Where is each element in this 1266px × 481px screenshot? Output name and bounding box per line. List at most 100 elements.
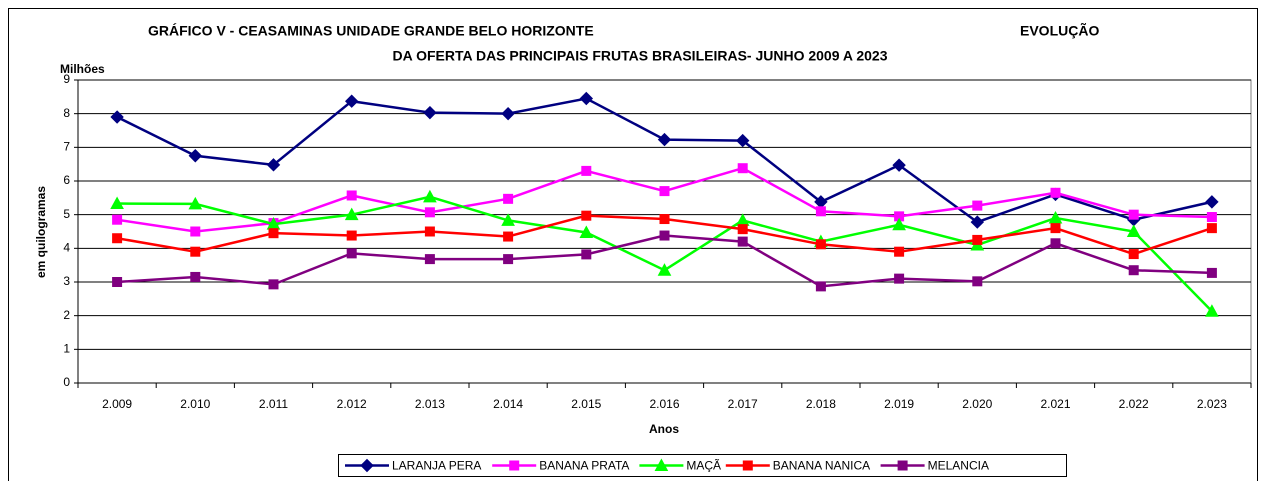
x-tick-label: 2.011	[259, 397, 288, 411]
legend-label: LARANJA PERA	[392, 459, 481, 473]
x-tick-label: 2.010	[180, 397, 210, 411]
legend-label: MAÇÃ	[686, 459, 721, 473]
marker	[268, 228, 279, 239]
marker	[897, 460, 908, 471]
marker	[503, 254, 514, 265]
legend-label: BANANA NANICA	[773, 459, 870, 473]
y-tick-label: 7	[63, 140, 70, 154]
y-tick-label: 6	[63, 173, 70, 187]
marker	[346, 190, 357, 201]
marker	[346, 230, 357, 241]
y-tick-label: 2	[63, 308, 70, 322]
marker	[735, 133, 750, 148]
x-tick-label: 2.013	[415, 397, 445, 411]
marker	[346, 248, 357, 259]
marker	[501, 213, 515, 226]
marker	[190, 226, 201, 237]
marker	[581, 210, 592, 221]
marker	[503, 231, 514, 242]
marker	[581, 249, 592, 260]
marker	[344, 207, 359, 221]
marker	[894, 273, 905, 284]
marker	[344, 94, 359, 108]
marker	[1048, 210, 1063, 224]
x-tick-label: 2.016	[649, 397, 679, 411]
y-tick-label: 5	[63, 207, 70, 221]
x-tick-label: 2.009	[102, 397, 132, 411]
marker	[972, 234, 983, 245]
marker	[110, 110, 124, 124]
marker	[815, 206, 826, 217]
marker	[737, 236, 748, 247]
marker	[509, 460, 520, 471]
x-tick-label: 2.012	[337, 397, 367, 411]
marker	[360, 458, 374, 473]
marker	[190, 246, 201, 257]
marker	[112, 277, 123, 287]
marker	[892, 217, 906, 231]
marker	[1206, 267, 1217, 278]
x-tick-label: 2.022	[1119, 397, 1149, 411]
marker	[659, 230, 670, 241]
x-tick-label: 2.015	[571, 397, 601, 411]
marker	[581, 165, 592, 176]
x-axis-label: Anos	[649, 422, 679, 436]
x-tick-label: 2.014	[493, 397, 523, 411]
y-axis-label: em quilogramas	[34, 186, 48, 278]
y-tick-label: 8	[63, 106, 70, 120]
legend-label: BANANA PRATA	[539, 459, 629, 473]
x-tick-label: 2.019	[884, 397, 914, 411]
marker	[972, 200, 983, 211]
marker	[1050, 187, 1061, 198]
marker	[188, 149, 203, 163]
x-tick-label: 2.017	[728, 397, 758, 411]
marker	[424, 207, 435, 218]
marker	[1128, 249, 1139, 260]
marker	[190, 271, 201, 282]
marker	[501, 106, 515, 121]
marker	[1205, 304, 1219, 317]
marker	[424, 254, 435, 265]
marker	[654, 458, 669, 471]
marker	[1050, 223, 1061, 234]
marker	[424, 226, 435, 237]
marker	[1206, 212, 1217, 223]
marker	[1206, 223, 1217, 234]
marker	[1128, 265, 1139, 276]
y-tick-label: 3	[63, 274, 70, 288]
marker	[657, 263, 672, 276]
y-tick-label: 4	[63, 241, 70, 255]
y-tick-label: 1	[63, 342, 70, 356]
marker	[659, 214, 670, 225]
marker	[503, 193, 514, 204]
marker	[268, 279, 279, 290]
marker	[742, 460, 753, 471]
marker	[737, 224, 748, 235]
marker	[659, 186, 670, 197]
marker	[423, 189, 437, 203]
marker	[1126, 224, 1141, 237]
marker	[894, 246, 905, 257]
marker	[970, 215, 985, 229]
marker	[579, 225, 594, 239]
legend-box	[338, 454, 1067, 477]
marker	[657, 132, 672, 147]
marker	[423, 105, 437, 120]
marker	[112, 214, 123, 225]
marker	[266, 158, 281, 172]
x-tick-label: 2.020	[962, 397, 992, 411]
x-tick-label: 2.021	[1040, 397, 1070, 411]
marker	[1050, 238, 1061, 249]
marker	[1128, 209, 1139, 220]
x-tick-label: 2.018	[806, 397, 836, 411]
marker	[579, 91, 594, 106]
chart-title: EVOLUÇÃO	[1020, 22, 1099, 39]
x-tick-label: 2.023	[1197, 397, 1227, 411]
legend-label: MELANCIA	[928, 459, 989, 473]
marker	[110, 196, 124, 210]
y-tick-label: 0	[63, 375, 70, 389]
marker	[737, 163, 748, 174]
marker	[188, 196, 203, 210]
marker	[815, 239, 826, 250]
